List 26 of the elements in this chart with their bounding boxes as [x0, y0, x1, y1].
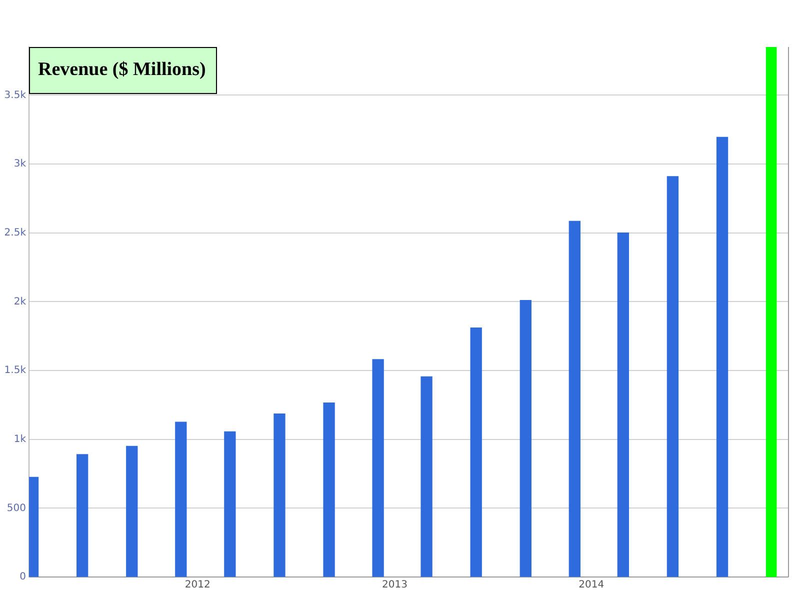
bar [274, 414, 286, 577]
bar [420, 376, 432, 577]
bar [224, 431, 236, 577]
bar [323, 402, 335, 577]
y-tick-label: 0 [20, 572, 26, 583]
x-tick-label: 2014 [578, 580, 604, 591]
bar [470, 328, 482, 577]
x-tick-label: 2013 [382, 580, 408, 591]
bar [520, 300, 532, 577]
bar [666, 176, 679, 577]
bar [568, 220, 581, 577]
bar [716, 136, 728, 577]
text: Revenue ($ Millions) [29, 47, 217, 94]
y-tick-label: 2.5k [4, 227, 26, 238]
y-tick-label: 3.5k [4, 90, 26, 101]
y-tick-label: 3k [14, 158, 26, 170]
bar [372, 359, 384, 577]
bar [76, 454, 88, 577]
bar [617, 232, 629, 577]
y-tick-label: 1k [14, 434, 26, 445]
y-tick-label: 1.5k [4, 365, 26, 376]
y-tick-label: 500 [6, 502, 26, 514]
y-tick-label: 2k [14, 296, 26, 308]
bar [126, 446, 138, 577]
bar [175, 422, 187, 577]
x-tick-label: 2012 [184, 580, 210, 591]
